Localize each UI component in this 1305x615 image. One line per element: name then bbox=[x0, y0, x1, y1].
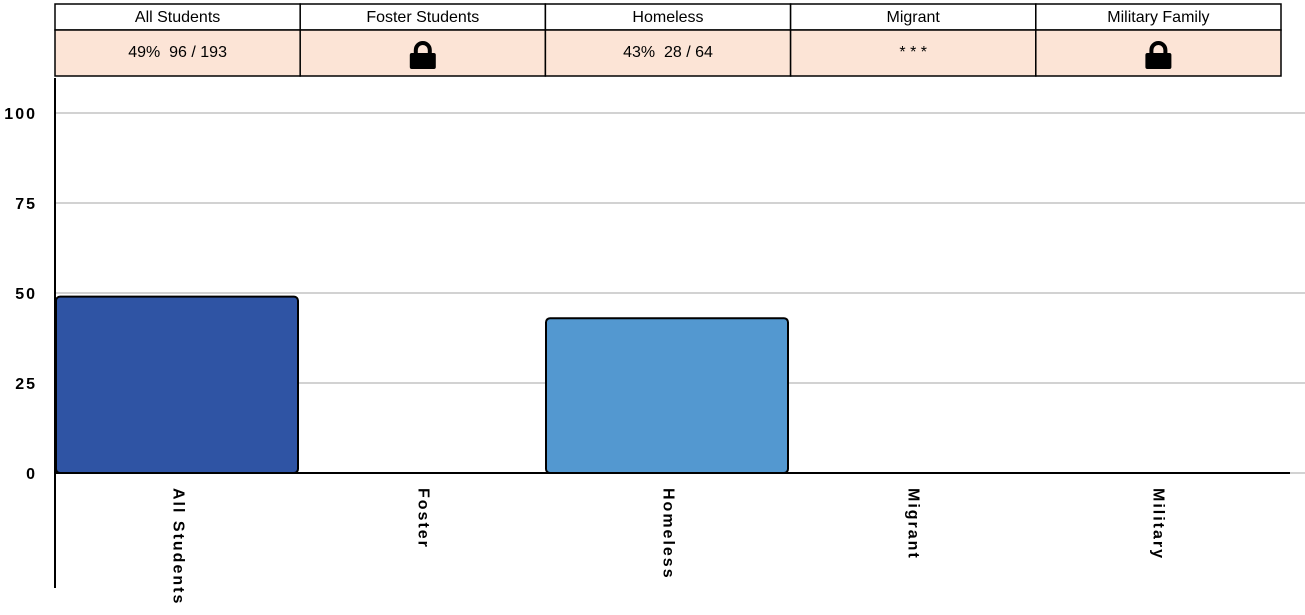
cell-text: 43% 28 / 64 bbox=[623, 44, 713, 61]
lock-icon bbox=[1145, 41, 1172, 69]
x-tick-label: Foster bbox=[414, 488, 431, 549]
bar bbox=[55, 295, 299, 474]
y-tick-label: 75 bbox=[15, 196, 37, 213]
y-tick-label: 100 bbox=[4, 106, 37, 123]
lock-shackle bbox=[1149, 41, 1168, 54]
lock-body bbox=[409, 53, 436, 69]
header-text: Military Family bbox=[1107, 9, 1209, 26]
y-tick-label: 25 bbox=[15, 376, 37, 393]
bar bbox=[545, 317, 789, 475]
y-tick-label: 50 bbox=[15, 286, 37, 303]
lock-icon bbox=[409, 41, 436, 69]
cell-text: 49% 96 / 193 bbox=[128, 44, 227, 61]
data-cell bbox=[54, 29, 301, 77]
header-cell bbox=[789, 3, 1037, 31]
lock-shackle bbox=[413, 41, 432, 54]
header-text: Homeless bbox=[632, 9, 703, 26]
header-text: All Students bbox=[135, 9, 220, 26]
y-tick-label: 0 bbox=[26, 466, 37, 483]
header-cell bbox=[54, 3, 301, 31]
header-text: Foster Students bbox=[366, 9, 479, 26]
x-tick-label: All Students bbox=[169, 488, 186, 605]
header-cell bbox=[1035, 3, 1282, 31]
data-cell bbox=[544, 29, 792, 77]
x-tick-label: Military bbox=[1149, 488, 1166, 560]
x-tick-label: Migrant bbox=[904, 488, 921, 560]
lock-body bbox=[1145, 53, 1172, 69]
x-tick-label: Homeless bbox=[659, 488, 676, 580]
cell-text: * * * bbox=[899, 44, 927, 61]
header-text: Migrant bbox=[887, 9, 941, 26]
